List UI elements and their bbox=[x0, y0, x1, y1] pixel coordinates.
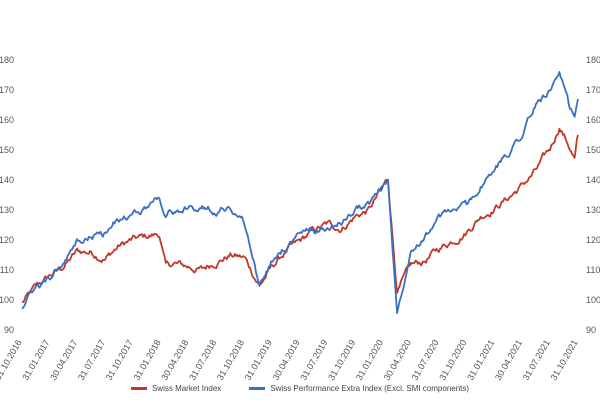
legend-label-smi: Swiss Market Index bbox=[151, 383, 222, 393]
y-tick-right-label: 150 bbox=[586, 145, 600, 155]
x-tick-label: 31.07.2018 bbox=[187, 338, 218, 382]
x-tick-label: 30.04.2019 bbox=[271, 338, 302, 382]
y-tick-left-label: 120 bbox=[0, 235, 14, 245]
x-tick-label: 31.01.2018 bbox=[132, 338, 163, 382]
legend-swatch-smi bbox=[130, 386, 147, 390]
x-tick-label: 31.10.2021 bbox=[549, 338, 580, 382]
legend-swatch-spi-extra bbox=[249, 386, 266, 390]
y-tick-left-label: 140 bbox=[0, 175, 14, 185]
x-tick-label: 31.07.2019 bbox=[298, 338, 329, 382]
x-tick-label: 30.04.2017 bbox=[48, 338, 79, 382]
x-tick-label: 30.04.2021 bbox=[493, 338, 524, 382]
y-tick-right-label: 180 bbox=[586, 55, 600, 65]
y-tick-right-label: 160 bbox=[586, 115, 600, 125]
y-tick-left-label: 130 bbox=[0, 205, 14, 215]
x-tick-label: 31.07.2020 bbox=[410, 338, 441, 382]
x-tick-label: 31.10.2019 bbox=[326, 338, 357, 382]
y-tick-right-label: 170 bbox=[586, 85, 600, 95]
y-tick-left-label: 150 bbox=[0, 145, 14, 155]
y-tick-right-label: 130 bbox=[586, 205, 600, 215]
series-layer bbox=[21, 71, 579, 314]
x-tick-label: 30.04.2018 bbox=[159, 338, 190, 382]
y-tick-left-label: 180 bbox=[0, 55, 14, 65]
legend-label-spi-extra: Swiss Performance Extra Index (Excl. SMI… bbox=[270, 383, 470, 393]
x-tick-label: 31.01.2017 bbox=[20, 338, 51, 382]
y-tick-left-label: 110 bbox=[0, 265, 14, 275]
x-tick-label: 31.10.2020 bbox=[437, 338, 468, 382]
y-tick-left-label: 100 bbox=[0, 295, 14, 305]
x-axis: 31.10.201631.01.201730.04.201731.07.2017… bbox=[0, 338, 580, 382]
y-tick-right-label: 120 bbox=[586, 235, 600, 245]
x-tick-label: 30.04.2020 bbox=[382, 338, 413, 382]
y-tick-right-label: 140 bbox=[586, 175, 600, 185]
x-tick-label: 31.10.2018 bbox=[215, 338, 246, 382]
y-tick-left-label: 160 bbox=[0, 115, 14, 125]
legend: Swiss Market Index Swiss Performance Ext… bbox=[0, 380, 600, 396]
x-tick-label: 31.01.2021 bbox=[465, 338, 496, 382]
y-axis-right: 90 100 110 120 130 140 150 160 170 180 bbox=[586, 55, 600, 335]
y-tick-right-label: 100 bbox=[586, 295, 600, 305]
x-tick-label: 31.01.2020 bbox=[354, 338, 385, 382]
legend-item-smi: Swiss Market Index bbox=[130, 380, 222, 396]
x-tick-label: 31.10.2017 bbox=[104, 338, 135, 382]
y-tick-right-label: 110 bbox=[586, 265, 600, 275]
series-line-spi-extra bbox=[21, 71, 579, 314]
y-tick-left-label: 170 bbox=[0, 85, 14, 95]
x-tick-label: 31.07.2017 bbox=[76, 338, 107, 382]
legend-item-spi-extra: Swiss Performance Extra Index (Excl. SMI… bbox=[249, 380, 469, 396]
y-tick-left-label: 90 bbox=[4, 325, 14, 335]
y-tick-right-label: 90 bbox=[586, 325, 596, 335]
y-axis-left: 90 100 110 120 130 140 150 160 170 180 bbox=[0, 55, 14, 335]
x-tick-label: 31.07.2021 bbox=[521, 338, 552, 382]
x-tick-label: 31.01.2019 bbox=[243, 338, 274, 382]
series-line-smi bbox=[21, 127, 579, 304]
